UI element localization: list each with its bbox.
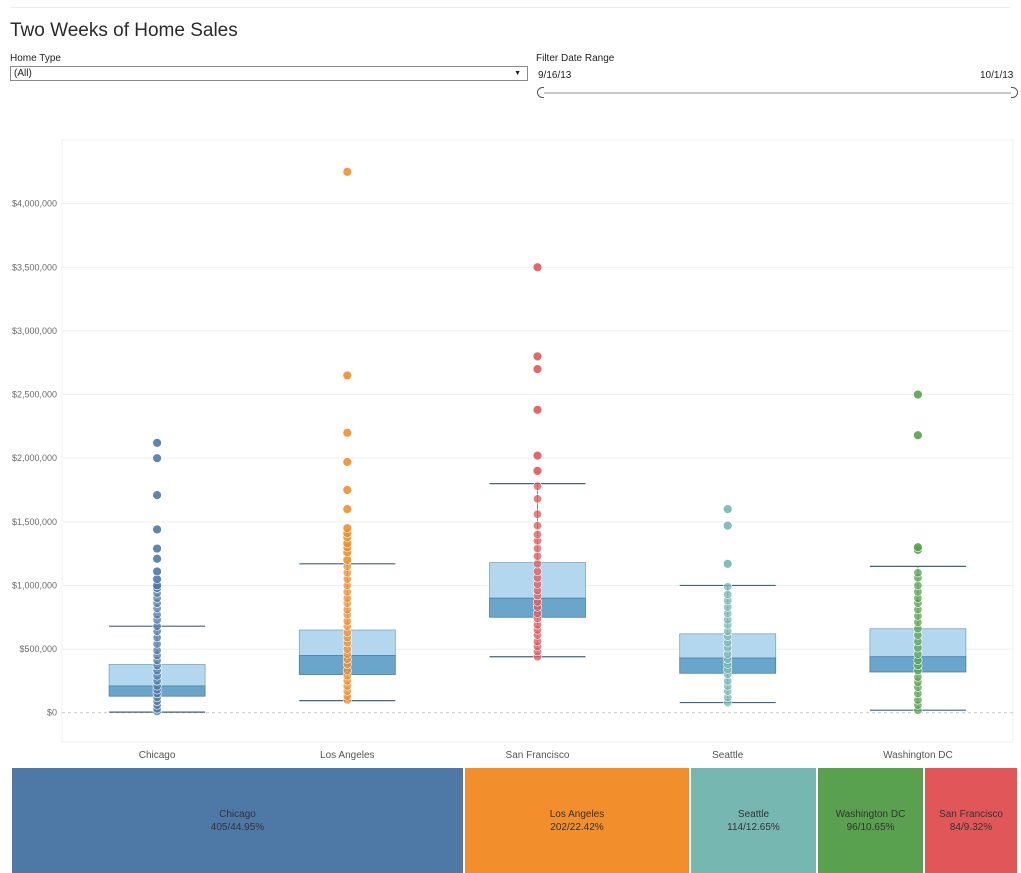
home-type-value: (All): [14, 68, 32, 79]
y-tick-label: $4,000,000: [12, 199, 57, 209]
outlier-point: [342, 457, 352, 467]
date-range-end: 10/1/13: [980, 70, 1014, 81]
outlier-point: [913, 389, 923, 400]
treemap-cell[interactable]: Los Angeles 202/22.42%: [465, 768, 691, 873]
outlier-point: [152, 554, 162, 564]
outlier-point: [342, 485, 352, 495]
outlier-point: [152, 566, 162, 577]
x-category-label: Washington DC: [883, 750, 953, 761]
treemap-value-label: 96/10.65%: [846, 821, 895, 833]
data-point: [532, 521, 542, 531]
treemap-city-label: Los Angeles: [549, 808, 605, 820]
outlier-point: [722, 520, 733, 531]
outlier-point: [722, 559, 733, 569]
outlier-point: [152, 453, 162, 463]
treemap-value-label: 114/12.65%: [727, 821, 780, 833]
outlier-point: [342, 428, 352, 438]
treemap-cell[interactable]: Seattle 114/12.65%: [691, 768, 818, 873]
y-tick-label: $0: [47, 708, 57, 718]
treemap-value-label: 405/44.95%: [210, 821, 265, 833]
date-range-end-handle[interactable]: [1011, 87, 1018, 98]
outlier-point: [722, 504, 733, 514]
outlier-point: [913, 542, 923, 552]
outlier-point: [342, 523, 352, 533]
outlier-point: [152, 438, 162, 448]
plot-frame: [61, 139, 1014, 743]
treemap-city-label: Chicago: [219, 808, 256, 820]
date-range-start-handle[interactable]: [537, 87, 544, 98]
outlier-point: [532, 466, 543, 476]
y-tick-label: $1,000,000: [12, 580, 57, 590]
treemap-value-label: 202/22.42%: [550, 821, 604, 833]
data-point: [532, 551, 542, 561]
outlier-point: [532, 364, 543, 374]
data-point: [913, 568, 923, 578]
treemap-city-label: Washington DC: [835, 808, 906, 820]
data-point: [532, 530, 542, 540]
treemap-city-label: San Francisco: [939, 808, 1003, 820]
x-category-label: Chicago: [139, 750, 176, 761]
data-point: [723, 582, 733, 592]
home-type-label: Home Type: [10, 53, 61, 64]
dashboard-title: Two Weeks of Home Sales: [10, 20, 238, 41]
treemap-city-label: Seattle: [737, 808, 770, 820]
date-range-start: 9/16/13: [538, 70, 572, 81]
data-point: [532, 509, 542, 519]
y-tick-label: $3,000,000: [12, 326, 57, 336]
treemap-cell[interactable]: Washington DC 96/10.65%: [818, 768, 925, 873]
outlier-point: [532, 262, 543, 272]
chevron-down-icon[interactable]: ▼: [514, 70, 521, 77]
home-type-dropdown[interactable]: (All) ▼: [10, 66, 528, 81]
data-point: [532, 481, 542, 491]
outlier-point: [342, 504, 352, 514]
date-range-slider-track[interactable]: [541, 92, 1014, 94]
data-point: [532, 566, 542, 576]
data-point: [723, 589, 733, 599]
outlier-point: [532, 351, 543, 362]
box-plot-chart: $0 $500,000 $1,000,000 $1,500,000 $2,000,000…: [12, 139, 1014, 761]
outlier-point: [152, 524, 162, 535]
date-range-label: Filter Date Range: [536, 53, 615, 64]
treemap-cell[interactable]: Chicago 405/44.95%: [12, 768, 465, 873]
y-tick-label: $1,500,000: [12, 517, 57, 527]
outlier-point: [532, 405, 543, 415]
data-point: [532, 559, 542, 569]
outlier-point: [913, 430, 923, 440]
y-tick-label: $2,000,000: [12, 453, 57, 463]
treemap-value-label: 84/9.32%: [949, 821, 993, 833]
outlier-point: [342, 167, 352, 177]
outlier-point: [342, 370, 352, 381]
outlier-point: [532, 450, 543, 461]
treemap-cell[interactable]: San Francisco 84/9.32%: [925, 768, 1019, 873]
outlier-point: [152, 490, 162, 500]
top-divider: [10, 7, 1010, 8]
x-category-label: Seattle: [712, 750, 744, 761]
data-point: [532, 544, 542, 554]
outlier-point: [152, 543, 162, 554]
y-tick-label: $3,500,000: [12, 262, 57, 272]
y-tick-label: $500,000: [19, 644, 57, 654]
x-category-label: Los Angeles: [320, 750, 375, 761]
data-point: [913, 580, 923, 590]
y-tick-label: $2,500,000: [12, 390, 57, 400]
x-category-label: San Francisco: [506, 750, 570, 761]
data-point: [532, 494, 542, 504]
